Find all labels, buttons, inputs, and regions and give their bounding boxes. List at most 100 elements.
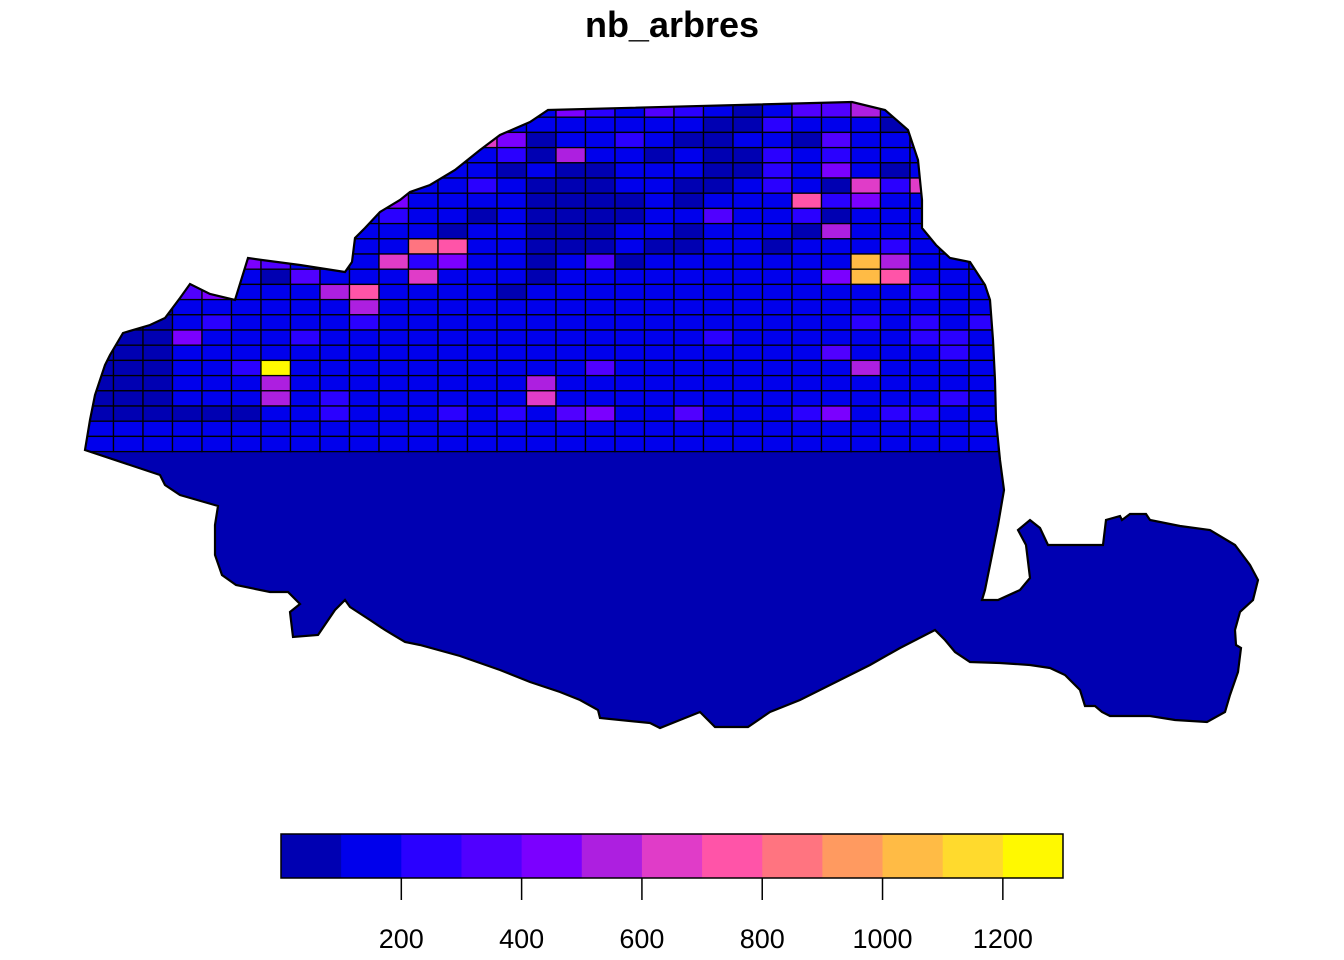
grid-cell [1145,146,1177,164]
grid-cell [1233,238,1258,255]
grid-cell [1204,298,1236,316]
grid-cell [1174,435,1206,453]
grid-cell [1233,390,1258,407]
grid-cell [968,420,1000,438]
grid-cell [555,390,587,407]
grid-cell [407,344,439,362]
grid-cell [201,435,233,453]
grid-cell [1145,435,1177,453]
grid-cell [289,192,321,210]
grid-cell [201,374,233,392]
grid-cell [171,314,203,331]
grid-cell [496,177,528,194]
grid-cell [348,435,380,453]
grid-cell [201,359,233,377]
grid-cell [496,344,528,362]
grid-cell [938,192,970,210]
grid-cell [230,405,262,422]
grid-cell [938,344,970,362]
grid-cell [260,344,292,362]
grid-cell [702,146,734,164]
grid-cell [850,238,882,255]
grid-cell [702,268,734,286]
grid-cell [673,435,705,453]
grid-cell [791,253,823,270]
grid-cell [289,177,321,194]
grid-cell [1056,116,1088,134]
grid-cell [142,329,174,346]
grid-cell [289,162,321,179]
grid-cell [1204,162,1236,179]
grid-cell [614,314,646,331]
grid-cell [820,192,852,210]
grid-cell [997,359,1029,377]
grid-cell [555,420,587,438]
grid-cell [1056,344,1088,362]
grid-cell [850,192,882,210]
grid-cell [1115,207,1147,225]
grid-cell [938,390,970,407]
grid-cell [1174,390,1206,407]
grid-cell [437,374,469,392]
grid-cell [230,268,262,286]
grid-cell [1115,222,1147,240]
grid-cell [909,344,941,362]
grid-cell [85,222,115,240]
grid-cell [437,390,469,407]
grid-cell [673,314,705,331]
grid-cell [1233,374,1258,392]
grid-cell [614,435,646,453]
grid-cell [702,314,734,331]
grid-cell [260,405,292,422]
grid-cell [702,298,734,316]
grid-cell [348,329,380,346]
grid-cell [1145,207,1177,225]
grid-cell [732,192,764,210]
grid-cell [938,420,970,438]
grid-cell [673,116,705,134]
grid-cell [1115,283,1147,301]
grid-cell [230,207,262,225]
grid-cell [584,374,616,392]
grid-cell [201,344,233,362]
grid-cell [85,435,115,453]
grid-cell [1145,192,1177,210]
grid-cell [319,359,351,377]
grid-cell [378,222,410,240]
grid-cell [466,177,498,194]
grid-cell [1027,420,1059,438]
grid-cell [1204,207,1236,225]
grid-cell [820,374,852,392]
grid-cell [378,268,410,286]
grid-cell [555,374,587,392]
grid-cell [230,131,262,149]
grid-cell [85,283,115,301]
grid-cell [319,344,351,362]
grid-cell [761,207,793,225]
grid-cell [1086,116,1118,134]
grid-cell [1233,102,1258,118]
grid-cell [289,102,321,118]
grid-cell [614,146,646,164]
grid-cell [879,329,911,346]
legend-swatch [281,834,342,878]
grid-cell [112,207,144,225]
legend-swatch [1002,834,1064,878]
grid-cell [230,420,262,438]
grid-cell [1086,374,1118,392]
grid-cell [112,192,144,210]
grid-cell [850,374,882,392]
grid-cell [289,207,321,225]
grid-cell [407,283,439,301]
grid-cell [348,374,380,392]
grid-cell [1145,238,1177,255]
grid-cell [1145,268,1177,286]
grid-cell [1145,390,1177,407]
grid-cell [791,222,823,240]
grid-cell [643,283,675,301]
grid-cell [732,405,764,422]
grid-cell [1174,344,1206,362]
grid-cell [702,420,734,438]
grid-cell [85,298,115,316]
grid-cell [761,390,793,407]
